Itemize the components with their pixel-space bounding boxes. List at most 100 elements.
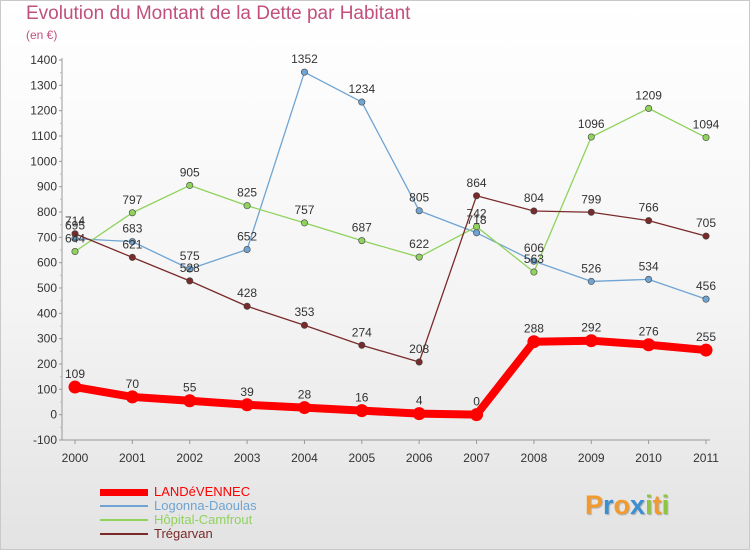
series-point [702,232,710,240]
series-point [300,68,308,76]
series-point [71,230,79,238]
y-tick-label: 1300 [30,78,57,92]
series-point [243,245,251,253]
series-point [183,394,197,408]
y-tick-label: 1000 [30,154,57,168]
series-line-3 [74,195,707,363]
data-label: 55 [183,381,197,395]
legend-label-tregarvan: Trégarvan [154,526,213,541]
series-point [243,302,251,310]
data-label: 16 [355,391,369,405]
legend-item-logonna-daoulas: Logonna-Daoulas [100,499,257,513]
series-point [300,219,308,227]
x-tick-label: 2005 [348,451,375,465]
series-point [71,248,79,256]
data-label: 622 [409,237,429,251]
series-point [473,229,481,237]
chart-subtitle: (en €) [26,28,58,42]
x-tick-label: 2008 [521,451,548,465]
logo-letter: r [603,490,614,520]
series-point [358,237,366,245]
data-label: 705 [696,216,716,230]
y-tick-label: 600 [37,256,57,270]
series-point [415,207,423,215]
data-label: 4 [416,394,423,408]
series-point [186,265,194,273]
data-label: 292 [581,321,601,335]
series-point [186,277,194,285]
data-label: 28 [298,388,312,402]
x-tick-label: 2002 [176,451,203,465]
series-point [473,223,481,231]
series-point [300,321,308,329]
legend: LANDéVENNEC Logonna-Daoulas Hôpital-Camf… [100,485,257,541]
data-label: 208 [409,342,429,356]
legend-label-landevennec: LANDéVENNEC [154,484,251,499]
data-label: 274 [352,325,372,339]
series-point [415,253,423,261]
series-point [645,104,653,112]
data-label: 804 [524,191,544,205]
series-point [355,404,369,418]
series-point [240,398,254,412]
chart-title: Evolution du Montant de la Dette par Hab… [26,3,411,24]
series-point [243,202,251,210]
series-point [530,268,538,276]
series-point [415,358,423,366]
x-tick-label: 2006 [406,451,433,465]
legend-item-tregarvan: Trégarvan [100,527,257,541]
series-point [587,208,595,216]
y-tick-label: 200 [37,357,57,371]
data-label: 805 [409,191,429,205]
y-tick-label: 100 [37,382,57,396]
data-label: 534 [639,259,659,273]
series-point [125,390,139,404]
data-label: 276 [639,325,659,339]
data-label: 563 [524,252,544,266]
data-label: 825 [237,186,257,200]
y-tick-label: 700 [37,230,57,244]
series-point [587,133,595,141]
x-tick-label: 2004 [291,451,318,465]
series-point [412,407,426,421]
x-tick-label: 2009 [578,451,605,465]
series-point [702,295,710,303]
y-tick-label: -100 [33,433,57,447]
series-point [587,277,595,285]
series-point [645,275,653,283]
data-label: 766 [639,201,659,215]
data-label: 652 [237,229,257,243]
series-point [584,334,598,348]
data-label: 687 [352,221,372,235]
data-label: 695 [65,219,85,233]
legend-label-logonna-daoulas: Logonna-Daoulas [154,498,257,513]
series-point [128,209,136,217]
data-label: 1209 [635,88,662,102]
data-label: 428 [237,286,257,300]
y-tick-label: 800 [37,205,57,219]
y-tick-label: 1100 [31,129,57,143]
legend-label-hopital-camfrout: Hôpital-Camfrout [154,512,253,527]
y-tick-label: 300 [37,332,57,346]
logo-letter: i [661,490,670,520]
y-tick-label: 900 [37,180,57,194]
data-label: 288 [524,322,544,336]
y-tick-label: 400 [37,306,57,320]
x-tick-label: 2011 [693,451,719,465]
y-tick-label: 1400 [30,53,57,67]
series-point [186,181,194,189]
data-label: 621 [122,237,142,251]
y-tick-label: 500 [37,281,57,295]
series-point [645,217,653,225]
x-tick-label: 2001 [119,451,146,465]
x-tick-label: 2003 [234,451,261,465]
data-label: 714 [65,214,85,228]
series-point [128,238,136,246]
legend-swatch-logonna-daoulas [100,505,148,507]
legend-item-landevennec: LANDéVENNEC [100,485,257,499]
data-label: 0 [473,395,480,409]
series-point [358,341,366,349]
data-label: 575 [180,249,200,263]
